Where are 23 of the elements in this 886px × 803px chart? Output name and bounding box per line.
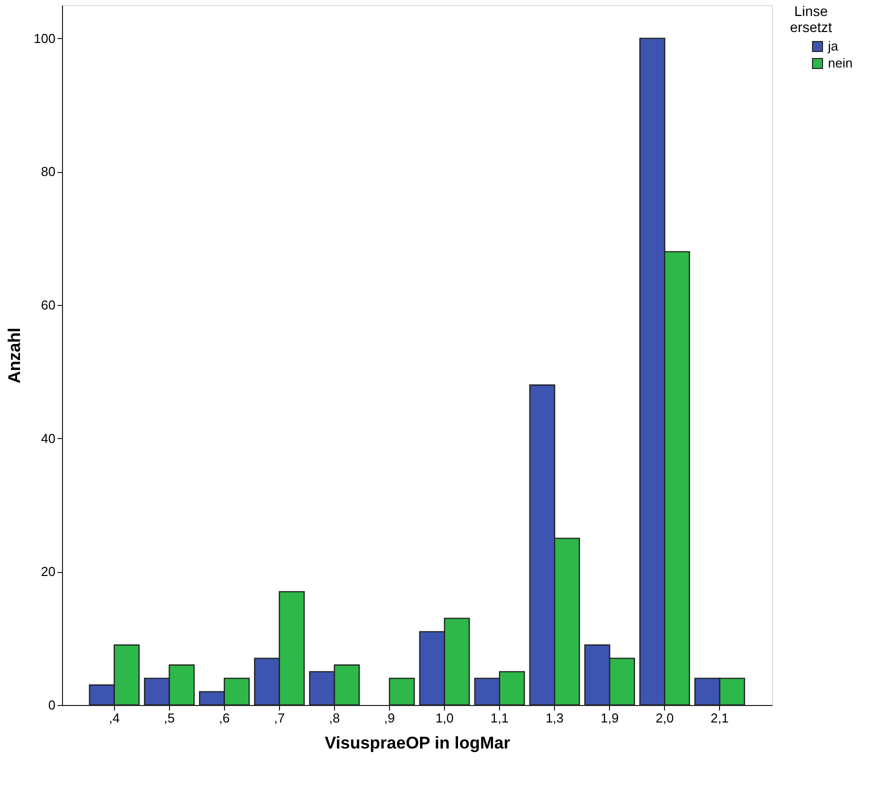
legend-title: Linse ersetzt: [790, 3, 832, 35]
x-axis-title: VisuspraeOP in logMar: [324, 734, 511, 752]
y-axis-title: Anzahl: [4, 328, 24, 384]
x-tick-label: ,8: [329, 710, 340, 726]
y-tick-label: 40: [41, 430, 56, 446]
y-tick-label: 0: [48, 698, 56, 712]
x-tick-label: ,7: [274, 710, 285, 726]
x-tick-label: 2,1: [710, 710, 729, 726]
y-tick-label: 100: [34, 30, 56, 46]
x-tick-label: 1,9: [600, 710, 619, 726]
x-tick-label: ,5: [164, 710, 175, 726]
x-tick-label: ,6: [218, 710, 230, 726]
x-tick-label: 1,0: [435, 710, 454, 726]
legend-label: ja: [827, 38, 839, 54]
y-tick-label: 20: [41, 564, 56, 580]
x-tick-label: ,4: [108, 710, 120, 726]
x-tick-label: 1,3: [546, 710, 564, 726]
y-tick-label: 60: [41, 298, 56, 312]
x-tick-label: ,9: [384, 710, 395, 726]
x-tick-label: 1,1: [490, 710, 509, 726]
y-tick-label: 80: [41, 164, 56, 180]
legend-label: nein: [828, 56, 853, 70]
x-tick-label: 2,0: [656, 710, 674, 726]
